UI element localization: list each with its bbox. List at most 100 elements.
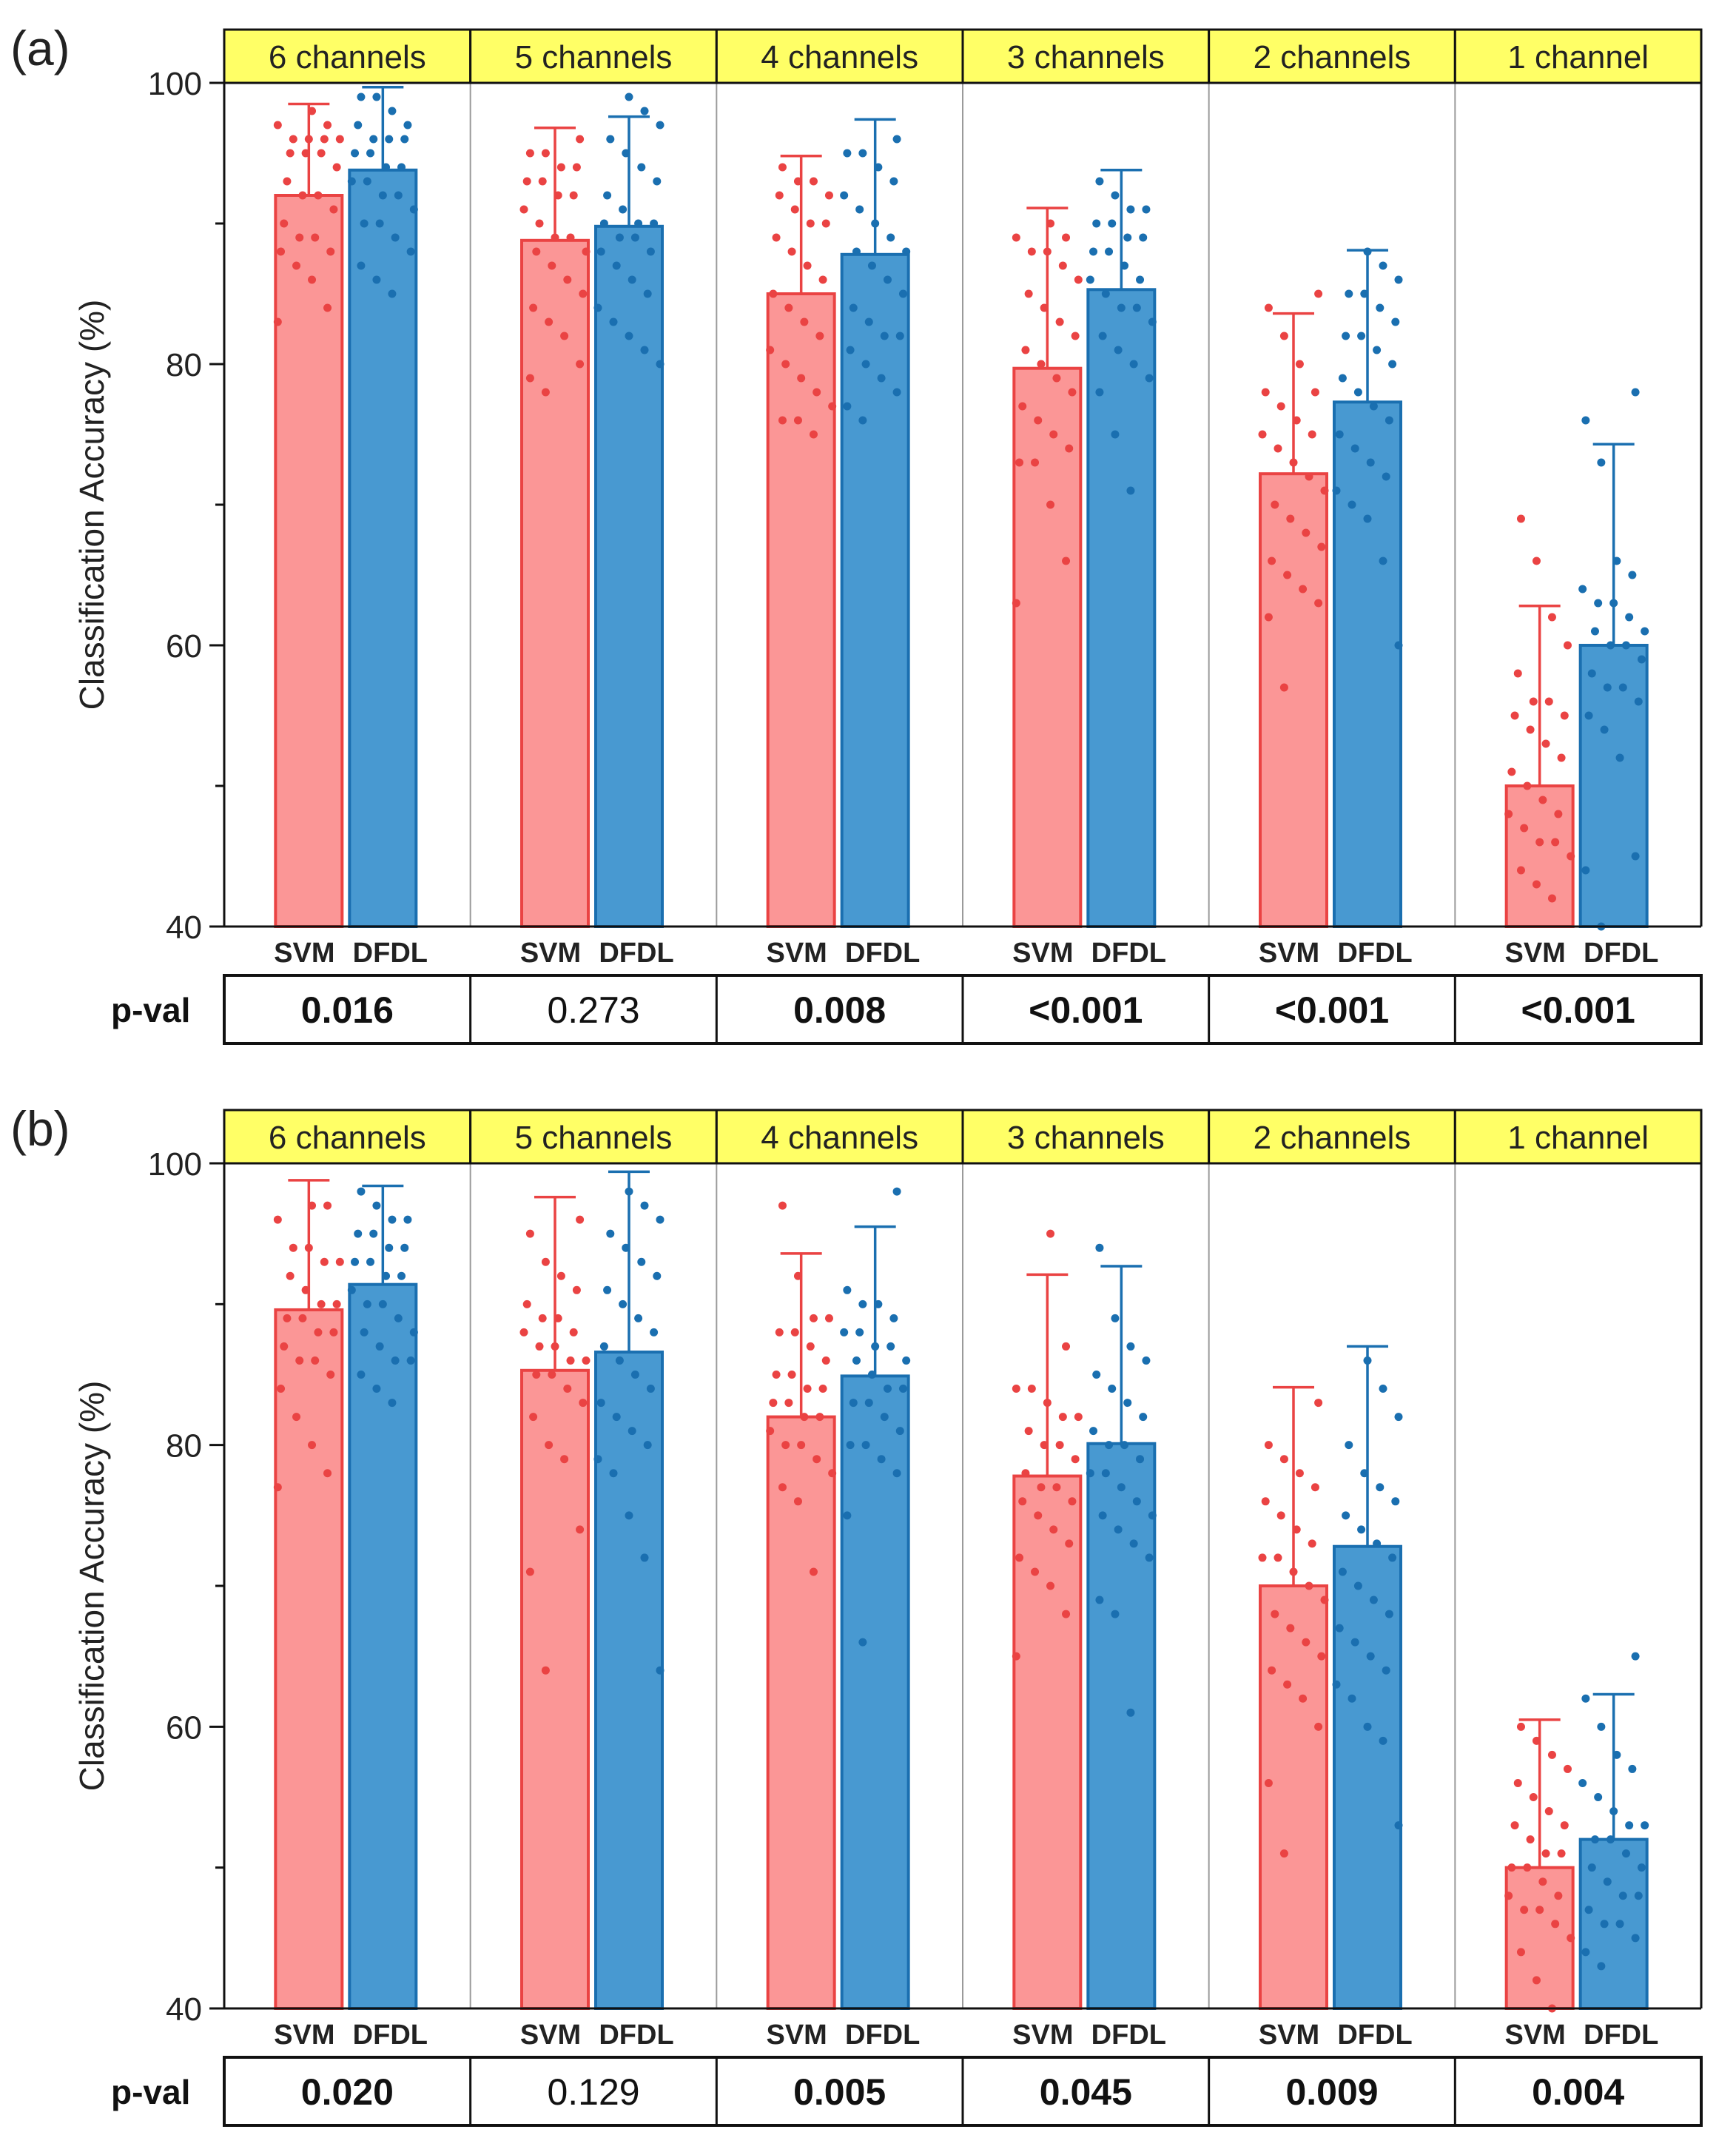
data-point-svm	[800, 1413, 809, 1422]
data-point-dfdl	[397, 1271, 406, 1280]
data-point-dfdl	[855, 205, 864, 214]
bar-label-svm: SVM	[1504, 2020, 1565, 2051]
data-point-svm	[824, 191, 833, 200]
data-point-svm	[273, 317, 282, 326]
data-point-dfdl	[849, 1399, 858, 1408]
data-point-dfdl	[394, 1314, 403, 1322]
data-point-dfdl	[1594, 1793, 1603, 1801]
data-point-dfdl	[1385, 1610, 1393, 1618]
data-point-svm	[797, 374, 806, 383]
data-point-svm	[304, 135, 313, 144]
data-point-svm	[1286, 514, 1295, 523]
data-point-svm	[793, 177, 802, 186]
data-point-svm	[1520, 824, 1529, 833]
data-point-dfdl	[1145, 374, 1154, 383]
data-point-svm	[295, 1356, 304, 1365]
data-point-svm	[1027, 247, 1036, 256]
bar-label-svm: SVM	[1259, 2020, 1319, 2051]
data-point-svm	[1261, 1497, 1270, 1506]
data-point-svm	[519, 1328, 528, 1336]
data-point-svm	[1065, 1539, 1074, 1548]
y-tick-label: 40	[166, 909, 202, 946]
data-point-svm	[1021, 346, 1030, 354]
bar-svm	[1259, 1584, 1328, 2010]
data-point-dfdl	[1394, 1413, 1403, 1422]
data-point-svm	[787, 247, 796, 256]
data-point-dfdl	[1139, 1413, 1148, 1422]
data-point-dfdl	[1139, 233, 1148, 242]
data-point-dfdl	[1385, 416, 1393, 425]
data-point-dfdl	[1132, 303, 1141, 312]
data-point-svm	[766, 1427, 775, 1436]
data-point-svm	[813, 1455, 821, 1464]
data-point-svm	[1520, 1906, 1529, 1914]
data-point-svm	[1071, 1455, 1080, 1464]
data-point-dfdl	[874, 1299, 883, 1308]
data-point-dfdl	[388, 289, 397, 298]
data-point-dfdl	[1394, 275, 1403, 284]
data-point-svm	[529, 1413, 538, 1422]
data-point-dfdl	[372, 1385, 381, 1393]
data-point-svm	[1308, 1539, 1316, 1548]
data-point-svm	[1305, 472, 1313, 481]
data-point-dfdl	[874, 163, 883, 172]
data-point-svm	[329, 1328, 338, 1336]
data-point-svm	[541, 149, 550, 158]
data-point-dfdl	[625, 1187, 633, 1196]
data-point-dfdl	[619, 1299, 628, 1308]
data-point-svm	[1532, 557, 1541, 565]
data-point-dfdl	[1376, 303, 1385, 312]
data-point-dfdl	[1357, 1525, 1366, 1534]
data-point-dfdl	[1587, 1863, 1596, 1872]
data-point-dfdl	[1126, 486, 1135, 495]
data-point-dfdl	[1609, 1807, 1618, 1816]
data-point-svm	[1516, 1722, 1525, 1731]
data-point-dfdl	[1086, 275, 1094, 284]
bar-label-svm: SVM	[766, 2020, 827, 2051]
data-point-svm	[1052, 374, 1061, 383]
header-cell	[469, 1109, 718, 1165]
data-point-svm	[1563, 1764, 1572, 1773]
data-point-svm	[1544, 1807, 1553, 1816]
data-point-dfdl	[1363, 514, 1372, 523]
data-point-svm	[778, 1483, 787, 1492]
data-point-dfdl	[843, 1285, 852, 1294]
data-point-dfdl	[1394, 1821, 1403, 1830]
data-point-dfdl	[858, 1638, 867, 1647]
data-point-dfdl	[1625, 613, 1634, 622]
data-point-dfdl	[1578, 585, 1587, 594]
data-point-dfdl	[1348, 500, 1356, 509]
bar-label-dfdl: DFDL	[353, 2020, 428, 2051]
data-point-svm	[1541, 739, 1550, 748]
pval-value: 0.273	[547, 989, 639, 1031]
y-tick-label: 100	[148, 66, 202, 102]
panel-b: (b) Classification Accuracy (%) 6 channels…	[10, 1101, 1703, 2127]
data-point-svm	[1271, 1610, 1279, 1618]
data-point-svm	[273, 1483, 282, 1492]
data-point-svm	[1504, 1892, 1513, 1900]
data-point-svm	[1523, 1863, 1532, 1872]
header-label: 2 channels	[1254, 39, 1411, 75]
data-point-svm	[323, 121, 332, 130]
data-point-dfdl	[883, 275, 892, 284]
data-point-dfdl	[609, 317, 618, 326]
data-point-dfdl	[843, 149, 852, 158]
data-point-svm	[579, 289, 588, 298]
data-point-dfdl	[656, 360, 665, 369]
data-point-svm	[815, 1413, 824, 1422]
bar-dfdl	[840, 252, 910, 928]
bar-label-dfdl: DFDL	[845, 938, 920, 969]
data-point-svm	[311, 1356, 320, 1365]
data-point-svm	[556, 163, 565, 172]
data-point-dfdl	[840, 191, 849, 200]
bar-dfdl	[1086, 1442, 1157, 2010]
data-point-dfdl	[1584, 711, 1593, 720]
data-point-dfdl	[640, 107, 649, 115]
data-point-dfdl	[646, 1385, 655, 1393]
header-label: 4 channels	[761, 39, 918, 75]
bar-label-dfdl: DFDL	[599, 938, 673, 969]
data-point-dfdl	[378, 191, 387, 200]
data-point-svm	[1535, 838, 1544, 847]
pval-value: 0.004	[1532, 2071, 1624, 2113]
data-point-dfdl	[1111, 1314, 1120, 1322]
